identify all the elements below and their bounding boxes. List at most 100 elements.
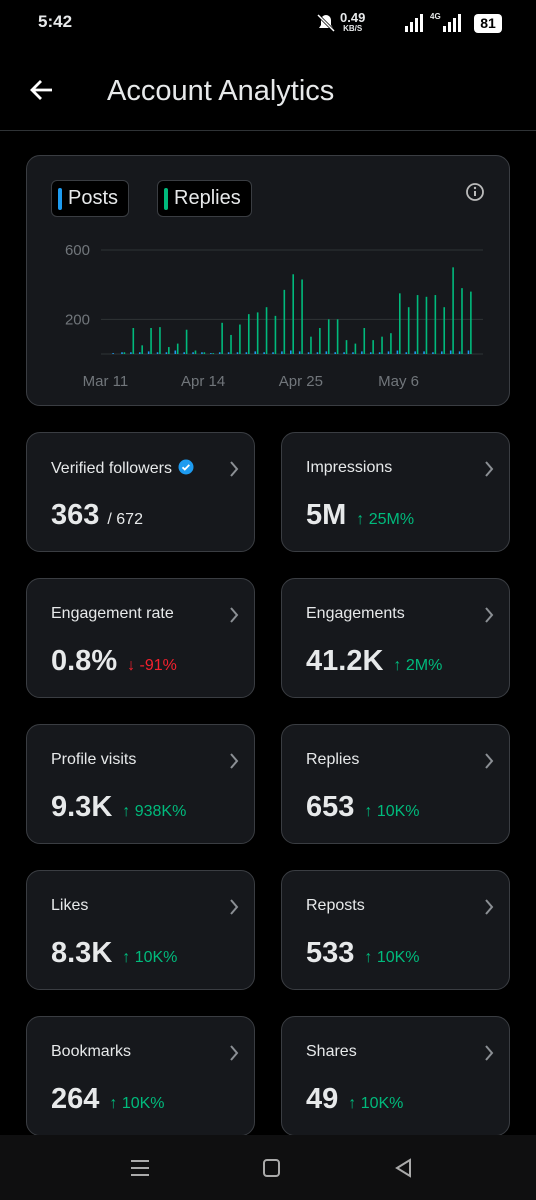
- battery: 81: [474, 14, 502, 33]
- bar: [210, 353, 212, 354]
- metric-card[interactable]: Impressions 5M ↑ 25M%: [281, 432, 510, 552]
- bar: [112, 353, 114, 354]
- metric-card[interactable]: Replies 653 ↑ 10K%: [281, 724, 510, 844]
- chevron: [485, 1045, 494, 1061]
- signal-icons: [405, 14, 461, 32]
- metric-change: ↑ 10K%: [109, 1095, 165, 1112]
- legend-swatch: [58, 187, 62, 210]
- metric-card[interactable]: Shares 49 ↑ 10K%: [281, 1016, 510, 1136]
- metric-value-row: 653 ↑ 10K%: [306, 791, 420, 824]
- nav-menu[interactable]: [128, 1157, 152, 1179]
- metric-value: 41.2K: [306, 645, 384, 677]
- metric-value: 49: [306, 1083, 339, 1115]
- bar: [369, 352, 372, 354]
- chevron: [230, 899, 239, 915]
- bar: [316, 352, 319, 354]
- bar: [274, 315, 277, 354]
- metric-label-text: Shares: [306, 1043, 357, 1060]
- bar: [390, 333, 392, 354]
- bar: [165, 352, 168, 354]
- metric-label: Replies: [306, 751, 359, 769]
- bar: [194, 350, 197, 354]
- metric-label-text: Engagement rate: [51, 605, 174, 622]
- legend-posts[interactable]: Posts: [51, 180, 130, 217]
- metric-value: 653: [306, 791, 355, 823]
- bar: [227, 352, 230, 354]
- bar: [434, 295, 437, 354]
- bar: [319, 328, 321, 354]
- chevron: [485, 899, 494, 915]
- chevron: [485, 607, 494, 623]
- metric-card[interactable]: Reposts 533 ↑ 10K%: [281, 870, 510, 990]
- metric-label: Engagement rate: [51, 605, 174, 623]
- x-tick-label: May 6: [378, 373, 419, 390]
- legend-replies[interactable]: Replies: [157, 180, 252, 217]
- nav-home[interactable]: [260, 1157, 284, 1179]
- metric-value-row: 9.3K ↑ 938K%: [51, 791, 186, 824]
- metric-value: 5M: [306, 499, 347, 531]
- network-type: 4G: [430, 12, 441, 21]
- metric-value-row: 8.3K ↑ 10K%: [51, 937, 177, 970]
- bar: [307, 352, 310, 354]
- metric-label: Shares: [306, 1043, 357, 1061]
- chevron: [230, 1045, 239, 1061]
- bar: [452, 267, 454, 354]
- speed-unit: KB/S: [343, 24, 363, 33]
- bar: [414, 351, 416, 354]
- bar: [183, 352, 185, 354]
- metric-value: 0.8%: [51, 645, 118, 677]
- metric-label: Bookmarks: [51, 1043, 131, 1061]
- bar: [263, 352, 265, 354]
- metric-label-text: Profile visits: [51, 751, 137, 768]
- metric-card[interactable]: Bookmarks 264 ↑ 10K%: [26, 1016, 255, 1136]
- bar: [467, 350, 470, 354]
- chevron: [485, 753, 494, 769]
- bar: [361, 351, 363, 354]
- metric-card[interactable]: Engagement rate 0.8% ↓ -91%: [26, 578, 255, 698]
- status-time: 5:42: [38, 12, 73, 31]
- chart: 200 600 Mar 11 Apr 14 Apr 25 May 6: [65, 242, 483, 390]
- bar: [283, 289, 286, 354]
- metric-value-row: 533 ↑ 10K%: [306, 937, 420, 970]
- metric-change: ↑ 25M%: [356, 511, 415, 528]
- metric-label: Reposts: [306, 897, 365, 915]
- metric-card[interactable]: Engagements 41.2K ↑ 2M%: [281, 578, 510, 698]
- bar: [399, 293, 401, 354]
- x-tick-label: Apr 25: [279, 373, 323, 390]
- chevron: [230, 461, 239, 477]
- metric-card[interactable]: Profile visits 9.3K ↑ 938K%: [26, 724, 255, 844]
- nav-back[interactable]: [392, 1157, 416, 1179]
- metric-change: ↑ 10K%: [364, 803, 420, 820]
- bar: [123, 352, 126, 354]
- header-divider: [0, 130, 536, 131]
- bar: [381, 336, 383, 354]
- metric-change: ↑ 10K%: [122, 949, 178, 966]
- bar: [470, 291, 472, 354]
- bar: [387, 351, 390, 354]
- bar: [423, 351, 425, 354]
- bar: [432, 352, 434, 354]
- back-button[interactable]: [28, 76, 56, 104]
- metric-change: ↑ 10K%: [348, 1095, 404, 1112]
- metric-value-row: 363 / 672: [51, 499, 143, 532]
- bar: [239, 324, 241, 354]
- bar: [218, 352, 221, 354]
- info-icon[interactable]: [464, 181, 486, 203]
- legend-swatch: [164, 187, 168, 210]
- bar: [168, 347, 170, 354]
- bar: [298, 351, 301, 354]
- metric-card[interactable]: Verified followers 363 / 672: [26, 432, 255, 552]
- bar: [201, 352, 203, 354]
- metric-value-row: 41.2K ↑ 2M%: [306, 645, 442, 678]
- metric-change: ↓ -91%: [127, 657, 177, 674]
- speed-value: 0.49: [340, 10, 366, 25]
- metric-label-text: Likes: [51, 897, 89, 914]
- metric-card[interactable]: Likes 8.3K ↑ 10K%: [26, 870, 255, 990]
- metric-value-row: 0.8% ↓ -91%: [51, 645, 177, 678]
- x-tick-label: Apr 14: [181, 373, 225, 390]
- legend-label: Posts: [68, 187, 119, 209]
- bar: [441, 351, 443, 354]
- bar: [272, 352, 274, 354]
- bar: [156, 352, 159, 354]
- metric-value: 363: [51, 499, 100, 531]
